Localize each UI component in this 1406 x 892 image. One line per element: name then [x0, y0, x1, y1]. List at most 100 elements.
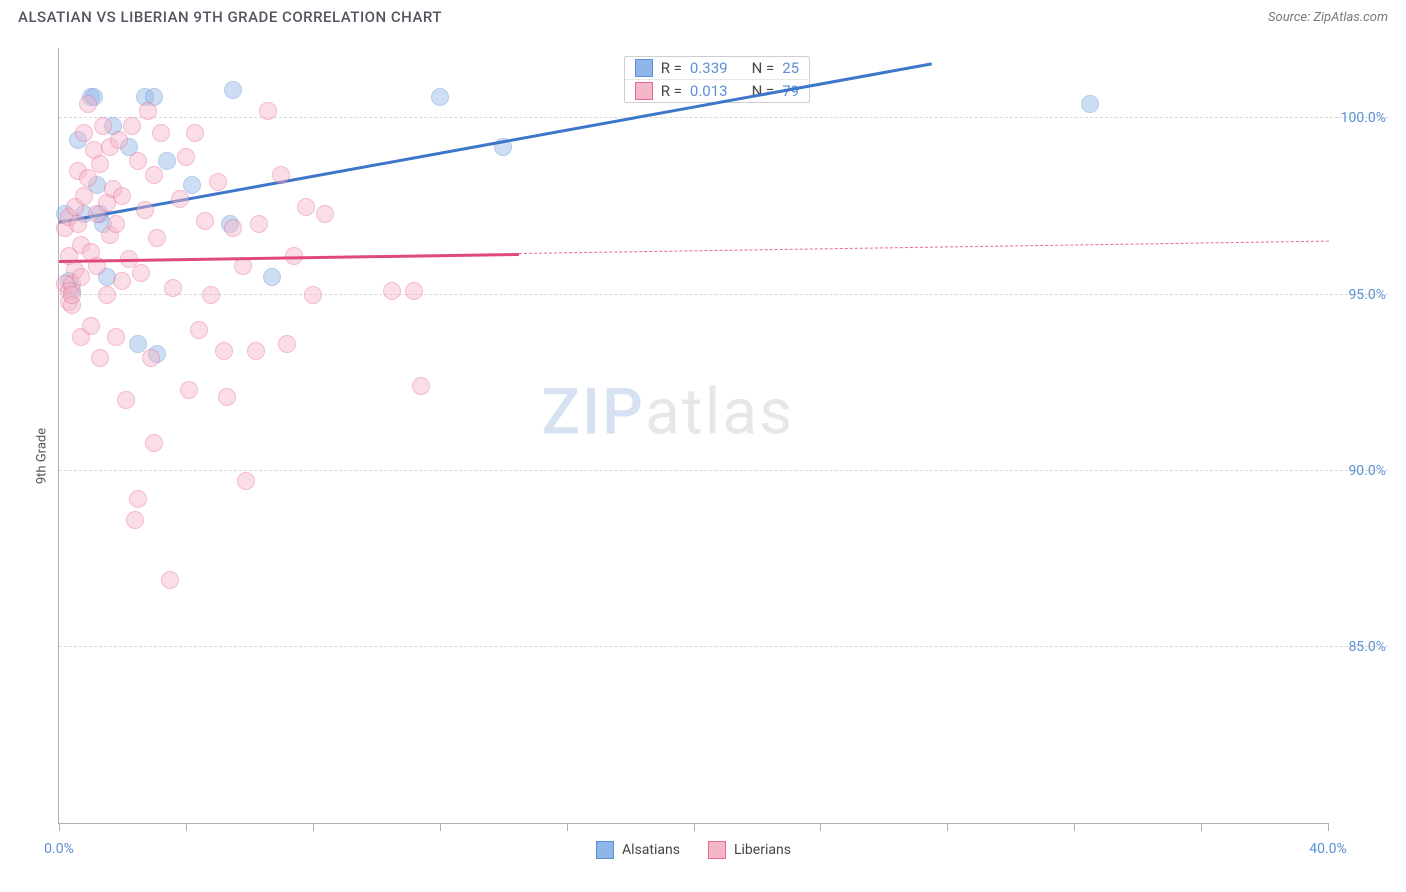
scatter-point: [171, 190, 189, 208]
x-tick: [947, 823, 948, 831]
plot-area: ZIPatlas R =0.339N =25R =0.013N =79 Alsa…: [58, 48, 1328, 824]
scatter-point: [272, 166, 290, 184]
chart-container: 9th Grade ZIPatlas R =0.339N =25R =0.013…: [18, 40, 1388, 872]
legend-label: Alsatians: [622, 842, 680, 858]
legend-r-value: 0.339: [690, 59, 728, 77]
x-tick: [1201, 823, 1202, 831]
scatter-point: [136, 201, 154, 219]
scatter-point: [405, 282, 423, 300]
scatter-point: [129, 490, 147, 508]
legend-n-value: 25: [782, 59, 799, 77]
scatter-point: [91, 155, 109, 173]
legend-r-label: R =: [661, 82, 682, 100]
x-tick: [440, 823, 441, 831]
x-tick: [820, 823, 821, 831]
scatter-point: [224, 219, 242, 237]
scatter-point: [218, 388, 236, 406]
x-tick: [1074, 823, 1075, 831]
scatter-point: [82, 317, 100, 335]
scatter-point: [94, 117, 112, 135]
chart-title: ALSATIAN VS LIBERIAN 9TH GRADE CORRELATI…: [18, 8, 442, 26]
scatter-point: [250, 215, 268, 233]
scatter-point: [107, 215, 125, 233]
scatter-point: [75, 124, 93, 142]
watermark: ZIPatlas: [541, 375, 794, 450]
scatter-point: [164, 279, 182, 297]
scatter-point: [139, 102, 157, 120]
scatter-point: [215, 342, 233, 360]
legend-swatch: [708, 841, 726, 859]
scatter-point: [152, 124, 170, 142]
scatter-point: [196, 212, 214, 230]
scatter-point: [79, 95, 97, 113]
scatter-point: [316, 205, 334, 223]
scatter-point: [278, 335, 296, 353]
scatter-point: [145, 434, 163, 452]
scatter-point: [113, 272, 131, 290]
scatter-point: [180, 381, 198, 399]
scatter-point: [183, 176, 201, 194]
scatter-point: [202, 286, 220, 304]
scatter-point: [79, 169, 97, 187]
x-tick: [567, 823, 568, 831]
legend-label: Liberians: [734, 842, 791, 858]
scatter-point: [113, 187, 131, 205]
legend-swatch: [635, 59, 653, 77]
scatter-point: [91, 349, 109, 367]
x-tick: [186, 823, 187, 831]
x-tick: [1328, 823, 1329, 831]
source-name: ZipAtlas.com: [1313, 10, 1388, 25]
y-tick-label: 100.0%: [1341, 110, 1386, 126]
scatter-point: [126, 511, 144, 529]
correlation-legend: R =0.339N =25R =0.013N =79: [624, 56, 810, 103]
legend-row: R =0.339N =25: [625, 57, 809, 79]
legend-swatch: [596, 841, 614, 859]
scatter-point: [190, 321, 208, 339]
watermark-part2: atlas: [645, 375, 794, 450]
x-tick-label: 0.0%: [44, 841, 74, 857]
y-tick-label: 90.0%: [1348, 463, 1386, 479]
trend-line: [59, 62, 933, 224]
gridline-h: [59, 117, 1388, 118]
scatter-point: [209, 173, 227, 191]
scatter-point: [161, 571, 179, 589]
scatter-point: [186, 124, 204, 142]
trend-line-dashed: [519, 240, 1329, 253]
y-tick-label: 85.0%: [1348, 639, 1386, 655]
header-bar: ALSATIAN VS LIBERIAN 9TH GRADE CORRELATI…: [0, 0, 1406, 30]
scatter-point: [177, 148, 195, 166]
scatter-point: [412, 377, 430, 395]
x-tick: [694, 823, 695, 831]
gridline-h: [59, 294, 1388, 295]
scatter-point: [383, 282, 401, 300]
legend-n-label: N =: [752, 59, 775, 77]
scatter-point: [148, 229, 166, 247]
gridline-h: [59, 646, 1388, 647]
gridline-h: [59, 470, 1388, 471]
x-tick-label: 40.0%: [1309, 841, 1347, 857]
scatter-point: [98, 286, 116, 304]
x-tick: [59, 823, 60, 831]
scatter-point: [224, 81, 242, 99]
scatter-point: [297, 198, 315, 216]
scatter-point: [132, 264, 150, 282]
scatter-point: [69, 215, 87, 233]
legend-r-value: 0.013: [690, 82, 728, 100]
legend-item: Liberians: [708, 841, 791, 859]
scatter-point: [63, 286, 81, 304]
watermark-part1: ZIP: [541, 375, 645, 450]
scatter-point: [158, 152, 176, 170]
scatter-point: [431, 88, 449, 106]
series-legend: Alsatians Liberians: [59, 841, 1328, 859]
scatter-point: [123, 117, 141, 135]
scatter-point: [1081, 95, 1099, 113]
y-tick-label: 95.0%: [1348, 287, 1386, 303]
scatter-point: [75, 187, 93, 205]
scatter-point: [304, 286, 322, 304]
x-tick: [313, 823, 314, 831]
scatter-point: [142, 349, 160, 367]
source-attribution: Source: ZipAtlas.com: [1268, 10, 1388, 25]
legend-item: Alsatians: [596, 841, 680, 859]
scatter-point: [259, 102, 277, 120]
scatter-point: [107, 328, 125, 346]
